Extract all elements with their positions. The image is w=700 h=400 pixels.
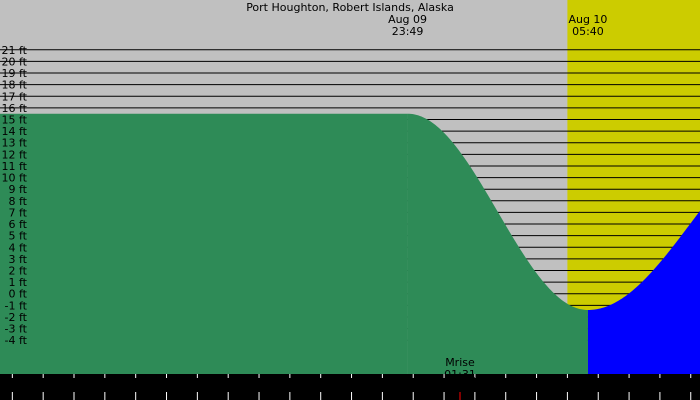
y-tick-label: 11 ft (2, 160, 28, 173)
hour-label: 12 (36, 379, 50, 392)
hour-label: 05 (190, 379, 204, 392)
y-tick-label: 13 ft (2, 137, 28, 150)
hour-label: 08 (283, 379, 297, 392)
hour-label: 01 (437, 379, 451, 392)
y-tick-label: 15 ft (2, 114, 28, 127)
tide-curve (0, 113, 700, 374)
hour-label: 09 (684, 379, 698, 392)
falling-tide-segment (0, 113, 408, 374)
hour-label: 07 (252, 379, 266, 392)
hour-label: 03 (129, 379, 143, 392)
hour-label: 04 (160, 379, 174, 392)
y-tick-label: 20 ft (2, 55, 28, 68)
hour-label: 09 (314, 379, 328, 392)
y-tick-label: 6 ft (9, 218, 28, 231)
x-axis: 11 12 01 02 03 04 05 06 07 08 09 10 11 12 01 02 03 04 05 06… (0, 374, 700, 400)
y-tick-label: -1 ft (5, 299, 28, 312)
hour-label: 11 (375, 379, 389, 392)
y-tick-label: 10 ft (2, 172, 28, 185)
hour-label: 12 (406, 379, 420, 392)
rising-tide-segment (587, 210, 700, 374)
y-tick-label: 14 ft (2, 125, 28, 138)
chart-title: Port Houghton, Robert Islands, Alaska (246, 1, 454, 14)
y-tick-label: 4 ft (9, 241, 28, 254)
y-tick-label: -3 ft (5, 323, 28, 336)
y-tick-label: 1 ft (9, 276, 28, 289)
y-tick-label: -2 ft (5, 311, 28, 324)
y-tick-label: 16 ft (2, 102, 28, 115)
y-tick-label: 12 ft (2, 148, 28, 161)
y-tick-label: 9 ft (9, 183, 28, 196)
hour-label: 02 (468, 379, 482, 392)
y-tick-label: 5 ft (9, 230, 28, 243)
hour-label: 02 (98, 379, 112, 392)
y-tick-label: 2 ft (9, 265, 28, 278)
x-axis-band (0, 374, 700, 400)
falling-tide-segment (407, 113, 588, 374)
hour-label: 10 (345, 379, 359, 392)
y-tick-label: 17 ft (2, 90, 28, 103)
y-tick-label: 3 ft (9, 253, 28, 266)
hour-label: 08 (653, 379, 667, 392)
extreme-date-label: Aug 10 (568, 13, 607, 26)
y-tick-label: 0 ft (9, 288, 28, 301)
moon-event-time: 01:31 (444, 368, 476, 381)
y-tick-label: 19 ft (2, 67, 28, 80)
extreme-date-label: Aug 09 (388, 13, 427, 26)
hour-label: 06 (591, 379, 605, 392)
y-tick-label: 8 ft (9, 195, 28, 208)
extreme-time-label: 05:40 (572, 25, 604, 38)
hour-label: 05 (560, 379, 574, 392)
y-tick-label: 18 ft (2, 79, 28, 92)
y-tick-label: -4 ft (5, 334, 28, 347)
hour-label: 04 (530, 379, 544, 392)
hour-label: 01 (67, 379, 81, 392)
extreme-time-label: 23:49 (392, 25, 424, 38)
y-tick-label: 7 ft (9, 206, 28, 219)
moon-event-label: Mrise (445, 356, 475, 369)
hour-label: 03 (499, 379, 513, 392)
hour-label: 11 (5, 379, 19, 392)
y-tick-label: 21 ft (2, 44, 28, 57)
hour-label: 06 (221, 379, 235, 392)
hour-label: 07 (622, 379, 636, 392)
